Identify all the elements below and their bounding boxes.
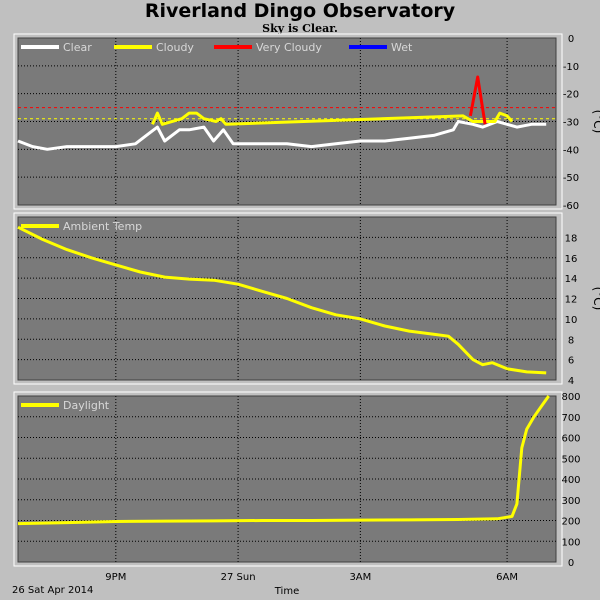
- ytick-label-1-2: 8: [568, 335, 574, 346]
- ytick-label-0-0: 0: [568, 34, 574, 45]
- page-title: Riverland Dingo Observatory: [144, 0, 456, 22]
- ytick-label-1-4: 12: [565, 295, 578, 306]
- ytick-label-1-6: 16: [565, 254, 578, 265]
- legend-label-0-1: Cloudy: [156, 41, 194, 54]
- legend-label-2-0: Daylight: [63, 399, 110, 412]
- ytick-label-2-1: 100: [561, 537, 580, 548]
- page-subtitle: Sky is Clear.: [262, 22, 338, 35]
- ytick-label-2-5: 500: [561, 454, 580, 465]
- y-unit-label-0: (°C): [591, 110, 600, 134]
- legend-label-1-0: Ambient Temp: [63, 220, 142, 233]
- ytick-label-2-2: 200: [561, 517, 580, 528]
- panel-2: [17, 395, 557, 563]
- ytick-label-0-1: -10: [563, 62, 579, 73]
- panel-frame-outer-1: [13, 212, 563, 385]
- series-line-2-0: [17, 395, 550, 526]
- xtick-label-3: 6AM: [496, 572, 518, 583]
- panel-frame-outer-0: [13, 33, 563, 210]
- ytick-label-0-6: -60: [563, 201, 579, 212]
- series-line-0-0: [17, 120, 547, 151]
- ytick-label-2-8: 800: [561, 392, 580, 403]
- ytick-label-0-2: -20: [563, 90, 579, 101]
- date-label: 26 Sat Apr 2014: [12, 585, 93, 596]
- x-axis-label: Time: [274, 586, 299, 597]
- ytick-label-1-3: 10: [565, 315, 578, 326]
- ytick-label-1-1: 6: [568, 356, 574, 367]
- xtick-label-0: 9PM: [105, 572, 126, 583]
- legend-label-0-3: Wet: [391, 41, 413, 54]
- ytick-label-2-4: 400: [561, 475, 580, 486]
- ytick-label-1-0: 4: [568, 376, 574, 387]
- y-unit-label-1: (°C): [591, 287, 600, 311]
- panel-frame-outer-2: [13, 391, 563, 567]
- ytick-label-2-0: 0: [568, 558, 574, 569]
- ytick-label-0-4: -40: [563, 145, 579, 156]
- legend-label-0-2: Very Cloudy: [256, 41, 322, 54]
- legend-label-0-0: Clear: [63, 41, 92, 54]
- ytick-label-2-7: 700: [561, 413, 580, 424]
- ytick-label-0-3: -30: [563, 118, 579, 129]
- xtick-label-2: 3AM: [349, 572, 371, 583]
- series-line-0-2: [468, 75, 487, 125]
- ytick-label-2-3: 300: [561, 496, 580, 507]
- ytick-label-0-5: -50: [563, 173, 579, 184]
- series-line-1-0: [17, 225, 547, 375]
- series-line-0-1: [151, 111, 514, 126]
- ytick-label-2-6: 600: [561, 434, 580, 445]
- ytick-label-1-7: 18: [565, 233, 578, 244]
- ytick-label-1-5: 14: [565, 274, 578, 285]
- xtick-label-1: 27 Sun: [221, 572, 256, 583]
